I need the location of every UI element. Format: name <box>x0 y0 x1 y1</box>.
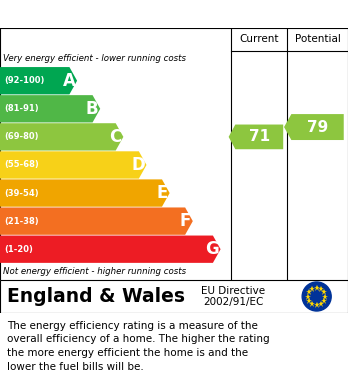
Text: Current: Current <box>239 34 279 44</box>
Text: (92-100): (92-100) <box>4 76 45 85</box>
Polygon shape <box>0 151 147 179</box>
Circle shape <box>302 282 331 311</box>
Text: D: D <box>131 156 145 174</box>
Polygon shape <box>0 208 193 235</box>
Text: Not energy efficient - higher running costs: Not energy efficient - higher running co… <box>3 267 187 276</box>
Text: E: E <box>157 184 168 202</box>
Text: B: B <box>86 100 98 118</box>
Text: The energy efficiency rating is a measure of the
overall efficiency of a home. T: The energy efficiency rating is a measur… <box>7 321 270 371</box>
Text: Potential: Potential <box>295 34 340 44</box>
Text: (1-20): (1-20) <box>4 245 33 254</box>
Polygon shape <box>0 235 221 263</box>
Text: 71: 71 <box>249 129 270 144</box>
Polygon shape <box>0 67 77 94</box>
Text: F: F <box>180 212 191 230</box>
Text: (81-91): (81-91) <box>4 104 39 113</box>
Text: (21-38): (21-38) <box>4 217 39 226</box>
Text: Energy Efficiency Rating: Energy Efficiency Rating <box>10 5 240 23</box>
Polygon shape <box>284 114 344 140</box>
Text: Very energy efficient - lower running costs: Very energy efficient - lower running co… <box>3 54 187 63</box>
Polygon shape <box>229 124 283 149</box>
Polygon shape <box>0 179 170 207</box>
Polygon shape <box>0 123 124 151</box>
Polygon shape <box>0 95 100 122</box>
Text: England & Wales: England & Wales <box>7 287 185 306</box>
Text: (39-54): (39-54) <box>4 188 39 197</box>
Text: A: A <box>63 72 75 90</box>
Text: (55-68): (55-68) <box>4 160 39 169</box>
Text: C: C <box>109 128 122 146</box>
Text: 79: 79 <box>307 120 328 135</box>
Text: G: G <box>205 240 219 258</box>
Text: (69-80): (69-80) <box>4 133 39 142</box>
Text: EU Directive
2002/91/EC: EU Directive 2002/91/EC <box>201 286 265 307</box>
